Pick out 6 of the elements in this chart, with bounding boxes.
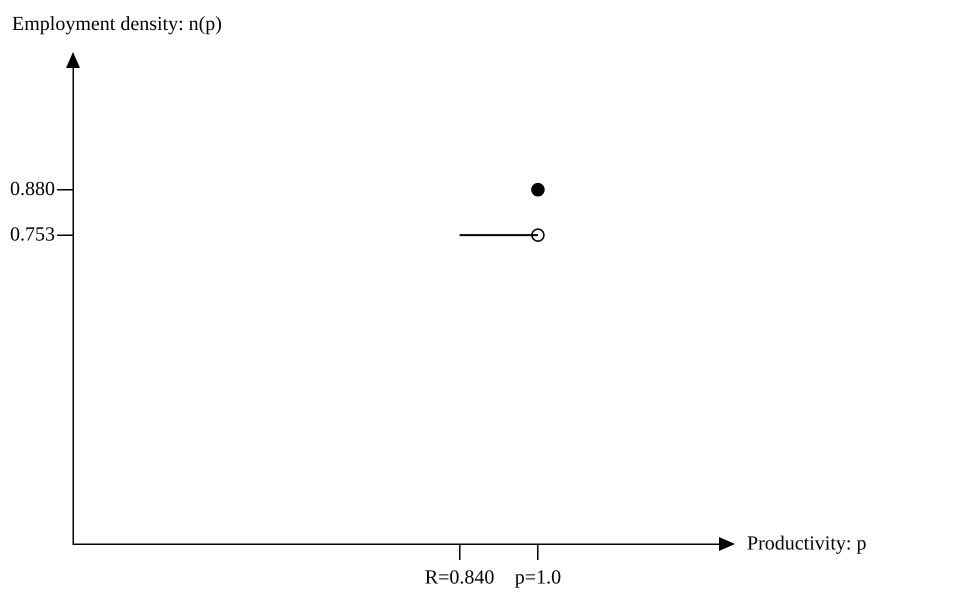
y-tick-label: 0.753 <box>10 223 55 246</box>
y-axis-title: Employment density: n(p) <box>12 13 222 35</box>
x-axis-title: Productivity: p <box>747 532 866 554</box>
x-tick-label: p=1.0 <box>514 566 562 588</box>
y-tick-label: 0.880 <box>10 178 55 200</box>
x-tick-label: R=0.840 <box>424 566 494 588</box>
